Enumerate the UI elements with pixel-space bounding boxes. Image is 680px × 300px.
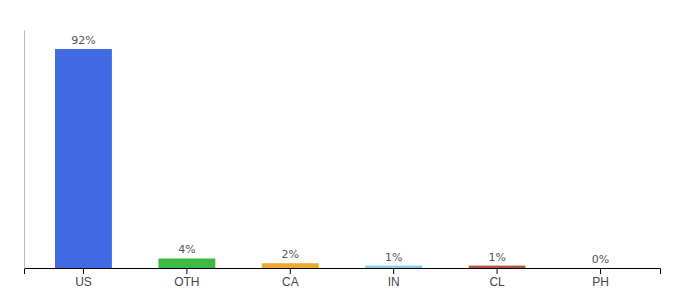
data-label: 92% <box>71 34 95 47</box>
y-axis <box>24 31 25 269</box>
data-label: 1% <box>488 251 505 264</box>
bar <box>365 266 422 268</box>
x-axis-line <box>25 269 661 275</box>
x-tick-label: PH <box>592 275 609 289</box>
x-tick-label: CL <box>489 275 505 289</box>
x-tick-label: IN <box>388 275 400 289</box>
x-tick-mark <box>186 268 187 274</box>
x-tick-mark <box>83 268 84 274</box>
bar <box>262 263 319 268</box>
x-tick-mark <box>497 268 498 274</box>
plot: US OTH CA IN CL PH 92% 4% 2% 1% 1% 0% <box>25 31 661 289</box>
x-tick: CA <box>282 268 299 289</box>
x-tick: IN <box>388 268 400 289</box>
y-axis-line <box>24 31 25 269</box>
x-tick: PH <box>592 268 609 289</box>
bar <box>158 258 215 268</box>
data-label: 0% <box>592 253 609 266</box>
x-tick-mark <box>600 268 601 274</box>
x-tick: US <box>75 268 92 289</box>
data-label: 1% <box>385 251 402 264</box>
bar <box>572 268 629 269</box>
x-tick-mark <box>393 268 394 274</box>
x-tick-label: US <box>75 275 92 289</box>
data-label: 4% <box>178 243 195 256</box>
x-tick-label: OTH <box>174 275 199 289</box>
bar <box>469 266 526 268</box>
bar <box>55 49 112 268</box>
x-tick: OTH <box>174 268 199 289</box>
x-tick-label: CA <box>282 275 299 289</box>
data-label: 2% <box>282 248 299 261</box>
x-axis: US OTH CA IN CL PH <box>25 268 661 289</box>
bars <box>55 49 526 268</box>
x-tick-mark <box>290 268 291 274</box>
x-tick: CL <box>489 268 505 289</box>
chart: US OTH CA IN CL PH 92% 4% 2% 1% 1% 0% <box>0 0 680 300</box>
data-labels: 92% 4% 2% 1% 1% 0% <box>71 34 609 266</box>
